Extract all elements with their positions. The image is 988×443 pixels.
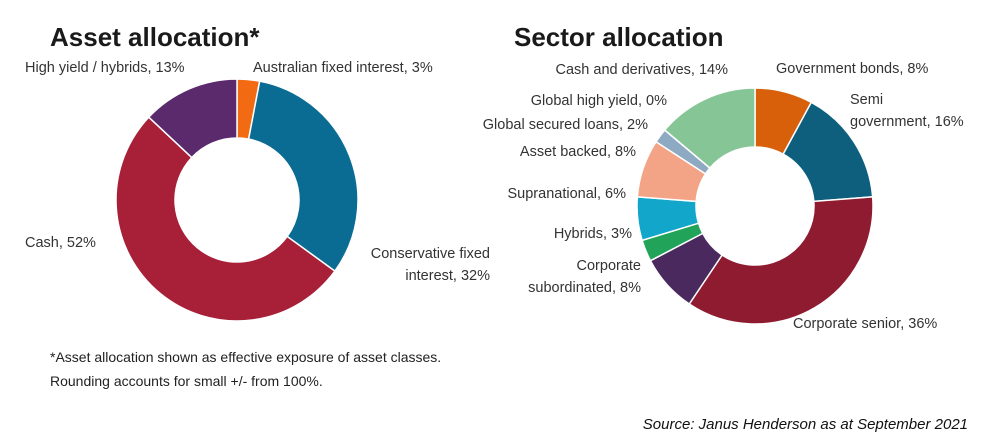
slice-label: Cash, 52%	[25, 235, 96, 251]
slice-label: Government bonds, 8%	[776, 61, 928, 77]
slice-label: Supranational, 6%	[508, 186, 627, 202]
slice-label: Hybrids, 3%	[554, 226, 632, 242]
footnote: *Asset allocation shown as effective exp…	[50, 349, 441, 365]
donut-slice	[147, 78, 238, 159]
footnote: Rounding accounts for small +/- from 100…	[50, 373, 323, 389]
slice-label: Asset backed, 8%	[520, 144, 636, 160]
slice-label: Conservative fixed interest, 32%	[371, 246, 490, 284]
donut-slice	[663, 87, 756, 170]
slice-label: Global secured loans, 2%	[483, 117, 648, 133]
slice-label: High yield / hybrids, 13%	[25, 60, 185, 76]
donut-slice	[688, 196, 874, 325]
chart-title: Asset allocation*	[50, 22, 260, 52]
slice-label: Cash and derivatives, 14%	[556, 62, 729, 78]
slice-label: Semi government, 16%	[850, 92, 964, 130]
slice-label: Corporate subordinated, 8%	[528, 258, 641, 296]
donut-slice	[247, 80, 359, 273]
source: Source: Janus Henderson as at September …	[643, 416, 968, 433]
donut-slice	[115, 116, 336, 322]
slice-label: Global high yield, 0%	[531, 93, 667, 109]
slice-label: Corporate senior, 36%	[793, 316, 937, 332]
slice-label: Australian fixed interest, 3%	[253, 60, 433, 76]
chart-title: Sector allocation	[514, 22, 724, 52]
